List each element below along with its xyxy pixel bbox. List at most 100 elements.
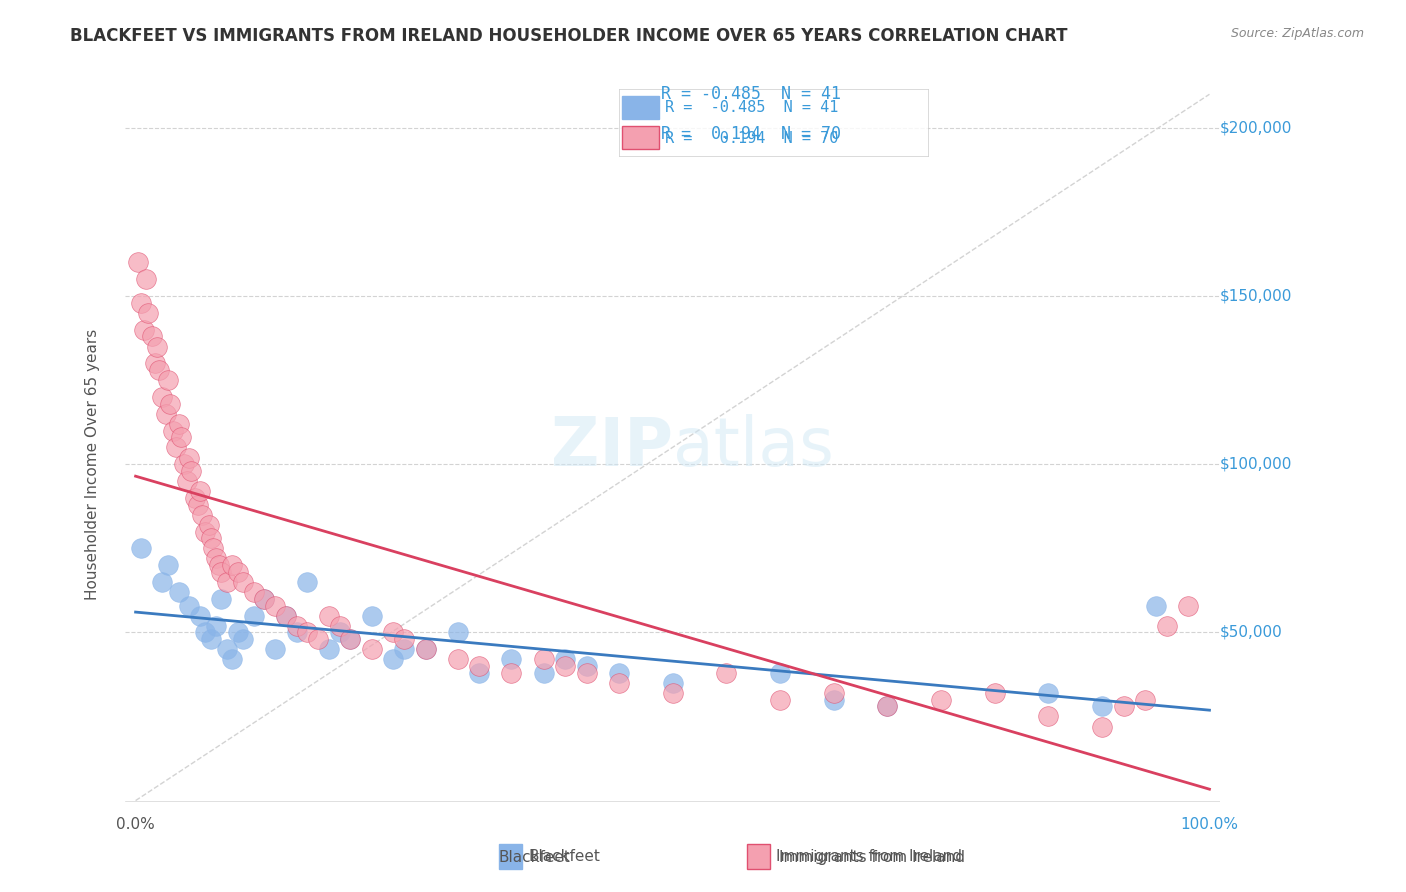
Text: Source: ZipAtlas.com: Source: ZipAtlas.com — [1230, 27, 1364, 40]
Point — [152, 574, 174, 589]
Point — [716, 665, 738, 680]
Point — [447, 652, 470, 666]
Point — [823, 686, 845, 700]
Point — [159, 397, 181, 411]
Point — [285, 625, 308, 640]
Point — [297, 625, 319, 640]
Point — [360, 608, 382, 623]
Point — [1038, 686, 1060, 700]
Point — [215, 574, 238, 589]
Point — [392, 642, 415, 657]
Point — [180, 464, 202, 478]
Point — [197, 517, 219, 532]
Point — [607, 665, 630, 680]
Point — [200, 531, 222, 545]
Point — [1144, 599, 1167, 613]
Text: R = -0.485  N = 41: R = -0.485 N = 41 — [661, 85, 841, 103]
Point — [1091, 720, 1114, 734]
Point — [575, 665, 598, 680]
Point — [173, 457, 195, 471]
Point — [1038, 709, 1060, 723]
Text: BLACKFEET VS IMMIGRANTS FROM IRELAND HOUSEHOLDER INCOME OVER 65 YEARS CORRELATIO: BLACKFEET VS IMMIGRANTS FROM IRELAND HOU… — [70, 27, 1067, 45]
Point — [415, 642, 437, 657]
Point — [318, 642, 340, 657]
Point — [575, 659, 598, 673]
Point — [170, 430, 193, 444]
Point — [226, 625, 249, 640]
Point — [447, 625, 470, 640]
Point — [205, 551, 228, 566]
Text: $50,000: $50,000 — [1220, 625, 1282, 640]
Point — [127, 255, 149, 269]
Point — [191, 508, 214, 522]
Point — [876, 699, 898, 714]
Point — [176, 474, 198, 488]
Point — [318, 608, 340, 623]
Point — [188, 608, 211, 623]
Point — [1177, 599, 1199, 613]
Point — [179, 450, 201, 465]
Point — [392, 632, 415, 647]
Point — [297, 574, 319, 589]
Text: Blackfeet: Blackfeet — [498, 850, 571, 865]
Point — [156, 558, 179, 573]
Text: $200,000: $200,000 — [1220, 120, 1292, 136]
Text: 0.0%: 0.0% — [117, 817, 155, 832]
Point — [226, 565, 249, 579]
Point — [162, 424, 184, 438]
Point — [929, 692, 952, 706]
Point — [143, 356, 166, 370]
Text: ZIP: ZIP — [551, 415, 672, 481]
Point — [1133, 692, 1156, 706]
Point — [194, 524, 217, 539]
Point — [215, 642, 238, 657]
Point — [1156, 618, 1178, 632]
Point — [187, 498, 209, 512]
Point — [141, 329, 163, 343]
Point — [533, 652, 555, 666]
Point — [661, 686, 683, 700]
Point — [307, 632, 329, 647]
Text: atlas: atlas — [672, 415, 834, 481]
Point — [253, 591, 276, 606]
Bar — [747, 844, 770, 869]
Point — [554, 659, 576, 673]
Point — [501, 665, 523, 680]
Bar — [621, 126, 659, 150]
Point — [661, 676, 683, 690]
Point — [148, 363, 170, 377]
Point — [129, 541, 152, 556]
Point — [339, 632, 361, 647]
Point — [167, 585, 190, 599]
Point — [415, 642, 437, 657]
Point — [253, 591, 276, 606]
Point — [274, 608, 297, 623]
Text: 100.0%: 100.0% — [1181, 817, 1239, 832]
Point — [285, 618, 308, 632]
Point — [274, 608, 297, 623]
Point — [152, 390, 174, 404]
Point — [134, 323, 156, 337]
Point — [221, 652, 243, 666]
Point — [1112, 699, 1135, 714]
Text: Householder Income Over 65 years: Householder Income Over 65 years — [86, 328, 100, 599]
Point — [135, 272, 157, 286]
Point — [382, 652, 405, 666]
Point — [221, 558, 243, 573]
Point — [146, 339, 169, 353]
Text: R =  -0.485  N = 41: R = -0.485 N = 41 — [665, 101, 838, 115]
Point — [188, 484, 211, 499]
Bar — [499, 844, 522, 869]
Point — [201, 541, 224, 556]
Point — [194, 625, 217, 640]
Text: Immigrants from Ireland: Immigrants from Ireland — [779, 850, 965, 865]
Point — [1091, 699, 1114, 714]
Point — [200, 632, 222, 647]
Point — [211, 565, 233, 579]
Text: $100,000: $100,000 — [1220, 457, 1292, 472]
Point — [129, 295, 152, 310]
Point — [468, 659, 491, 673]
Point — [242, 608, 264, 623]
Point — [769, 692, 792, 706]
Point — [211, 591, 233, 606]
